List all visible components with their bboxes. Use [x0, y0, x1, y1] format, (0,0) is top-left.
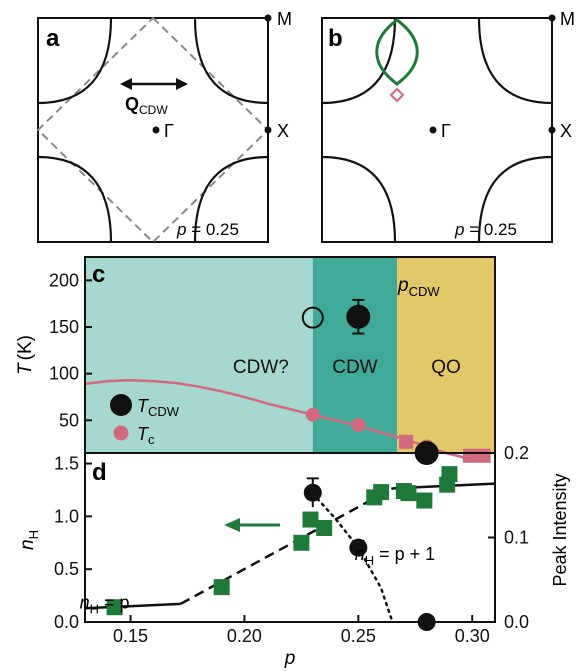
panel-c-pcdw-label: pCDW: [397, 275, 440, 299]
panel-a-letter: a: [46, 25, 60, 52]
panel-a-dashed-zone: [36, 16, 270, 244]
region-label-1: CDW?: [233, 357, 289, 378]
panel-a: QCDW Γ M X a p = 0.25: [36, 9, 292, 244]
nh-square-point: [373, 484, 390, 501]
panel-d-marks: [106, 441, 458, 631]
panel-a-doping: p = 0.25: [176, 220, 239, 239]
nh-square-point: [106, 599, 123, 616]
panel-b-gamma-label: Γ: [441, 121, 451, 141]
c-ytick-label: 100: [49, 364, 79, 384]
legend-tc-label: Tc: [137, 424, 155, 447]
panel-b-pocket: [375, 18, 419, 86]
d-ytick-right-label: 0.0: [504, 612, 529, 632]
panel-a-q-label: QCDW: [125, 94, 168, 117]
d-ytick-right-label: 0.1: [504, 528, 529, 548]
panel-a-fermi-bl: [37, 155, 113, 243]
panel-a-fermi-br: [193, 155, 269, 243]
panel-c-region-labels: CDW? CDW QO: [233, 357, 461, 378]
panel-b-fermi-bl: [321, 155, 397, 243]
region-3: [397, 257, 495, 453]
c-ytick-label: 200: [49, 270, 79, 290]
panel-b-m-label: M: [560, 9, 575, 29]
c-ytick-label: 50: [59, 410, 79, 430]
nh-square-point: [316, 519, 333, 536]
panel-b-gamma-dot: [429, 126, 437, 134]
panel-a-fermi-tr: [193, 17, 269, 105]
panel-b-x-label: X: [560, 121, 572, 141]
nh-square-point: [302, 511, 319, 528]
panel-c-yticks: 50 100 150 200: [49, 270, 92, 430]
d-ytick-right-label: 0.2: [504, 443, 529, 463]
d-ytick-label: 1.0: [54, 506, 79, 526]
panel-d-ylabel-right: Peak Intensity: [550, 473, 570, 586]
panel-a-q-arrowhead-left: [120, 78, 132, 90]
panel-a-q-arrowhead-right: [176, 78, 188, 90]
tcdw-open-point: [301, 306, 324, 329]
nh-square-point: [213, 579, 230, 596]
panel-b-x-dot: [548, 126, 556, 134]
region-label-3: QO: [431, 357, 461, 378]
nh-square-point: [400, 485, 417, 502]
tc-square-point: [462, 448, 477, 463]
legend-tcdw-label: TCDW: [137, 396, 180, 419]
panel-d-xlabel: p: [284, 648, 296, 669]
panel-c-ylabel: T(K): [15, 335, 36, 375]
panel-b-fermi-tl: [321, 17, 397, 105]
region-1: [85, 257, 313, 453]
panel-a-x-dot: [264, 126, 272, 134]
panel-b-doping: p = 0.25: [454, 220, 517, 239]
intensity-point: [303, 483, 322, 502]
tc-square-point: [399, 434, 414, 449]
panel-a-fermi-tl: [37, 17, 113, 105]
panel-a-gamma-label: Γ: [164, 121, 174, 141]
panel-c-letter: c: [92, 261, 105, 288]
panel-d-yticks-left: 0.0 0.5 1.0 1.5: [54, 454, 92, 632]
d-xtick-label: 0.30: [455, 626, 490, 646]
panel-d-left-arrowhead: [224, 518, 240, 532]
legend-tc-marker: [113, 425, 129, 441]
panel-a-x-label: X: [277, 121, 289, 141]
tc-square-point: [476, 448, 491, 463]
legend-tcdw-marker: [110, 394, 132, 416]
panel-c-legend: TCDW Tc: [110, 394, 180, 447]
panel-b-letter: b: [328, 25, 343, 52]
d-ytick-label: 1.5: [54, 454, 79, 474]
panel-d-frame: [84, 452, 496, 623]
tcdw-point: [346, 304, 371, 329]
panel-b-fermi-br: [477, 155, 553, 243]
panel-c: CDW? CDW QO 50 100 150 200 c T(K) pCDW TCDW T…: [15, 256, 496, 463]
d-xtick-label: 0.25: [341, 626, 376, 646]
panel-d-letter: d: [92, 459, 107, 486]
panel-a-m-label: M: [277, 9, 292, 29]
intensity-point: [349, 538, 368, 557]
panel-d-xticks: 0.15 0.20 0.25 0.30: [113, 615, 490, 646]
d-xtick-label: 0.20: [227, 626, 262, 646]
panel-a-gamma-dot: [152, 126, 160, 134]
d-ytick-label: 0.5: [54, 559, 79, 579]
nh-square-point: [441, 466, 458, 483]
d-ytick-label: 0.0: [54, 612, 79, 632]
tc-circle-point: [351, 418, 366, 432]
nh-square-point: [416, 492, 433, 509]
d-xtick-label: 0.15: [113, 626, 148, 646]
panel-b-frame: [321, 17, 553, 243]
panel-a-m-dot: [264, 14, 272, 22]
panel-d-annotation-nh-p-plus-1: nH = p + 1: [355, 544, 435, 568]
c-ytick-label: 150: [49, 317, 79, 337]
nh-square-point: [293, 534, 310, 551]
tc-circle-point: [305, 407, 320, 422]
panel-b: Γ M X b p = 0.25: [321, 9, 575, 243]
panel-d: 0.00.51.01.5 0.00.10.2 0.15 0.20 0.25 0.30 …: [17, 441, 570, 669]
panel-d-yticks-right: 0.0 0.1 0.2: [488, 443, 529, 632]
panel-b-fermi-tr: [477, 17, 553, 105]
panel-d-annotation-nh-p: nH = p: [80, 592, 130, 616]
panel-b-hotspot-marker: [389, 87, 405, 103]
region-label-2: CDW: [332, 357, 377, 378]
panel-d-ylabel: nH: [17, 530, 41, 550]
panel-b-m-dot: [548, 14, 556, 22]
